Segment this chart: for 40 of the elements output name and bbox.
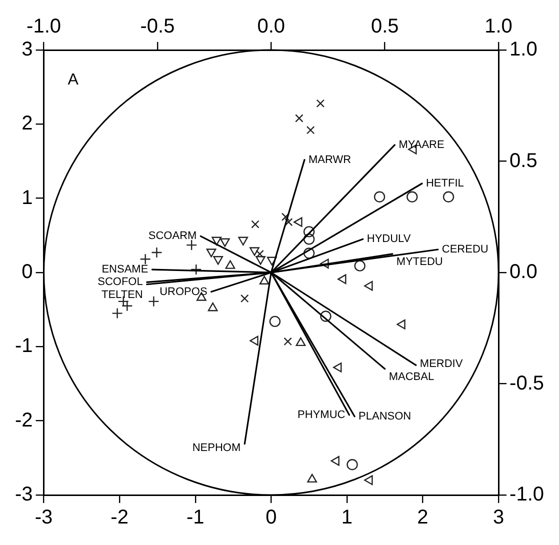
annotation: A [68, 71, 79, 88]
series-label: SCOFOL [98, 276, 143, 288]
x2-tick-label: -0.5 [140, 16, 175, 38]
x2-tick-label: -1.0 [26, 16, 62, 38]
x2-tick-label: 1.0 [484, 16, 512, 38]
series-label: MYAARE [398, 138, 444, 151]
series-label: PHYMUC [298, 408, 346, 421]
x-tick-label: 3 [492, 506, 504, 529]
series-label: SCOARM [148, 230, 197, 242]
series-label: MYTEDU [396, 256, 443, 268]
series-label: PLANSON [358, 410, 412, 422]
y-tick-label: 0 [22, 261, 33, 284]
x2-tick-label: 0.5 [370, 16, 399, 38]
y-tick-label: -3 [14, 484, 33, 506]
series-label: ENSAME [102, 264, 148, 276]
x-tick-label: 1 [341, 506, 353, 529]
y2-tick-label: 1.0 [510, 38, 538, 61]
series-label: HYDULV [366, 233, 412, 246]
series-label: MACBAL [388, 370, 434, 383]
series-label: UROPOS [160, 286, 208, 298]
y2-tick-label: -0.5 [510, 372, 544, 394]
series-label: MERDIV [420, 358, 464, 370]
y-tick-label: 2 [22, 112, 33, 135]
y2-tick-label: -1.0 [510, 484, 544, 506]
series-label: MARWR [308, 154, 352, 166]
y2-tick-label: 0.5 [510, 150, 538, 172]
y-tick-label: 3 [22, 38, 33, 61]
series-label: CEREDU [442, 244, 488, 256]
y-tick-label: 1 [22, 186, 33, 209]
series-label: TELTEN [102, 289, 143, 302]
series-label: NEPHOM [192, 442, 241, 454]
x2-tick-label: 0.0 [257, 16, 286, 38]
y2-tick-label: 0.0 [510, 261, 538, 284]
y-tick-label: -2 [14, 409, 33, 432]
x-tick-label: 2 [417, 506, 428, 529]
x-tick-label: -2 [110, 506, 128, 529]
y-tick-label: -1 [14, 335, 33, 358]
x-tick-label: 0 [266, 506, 277, 529]
series-label: HETFIL [426, 178, 464, 190]
x-tick-label: -1 [186, 506, 204, 529]
